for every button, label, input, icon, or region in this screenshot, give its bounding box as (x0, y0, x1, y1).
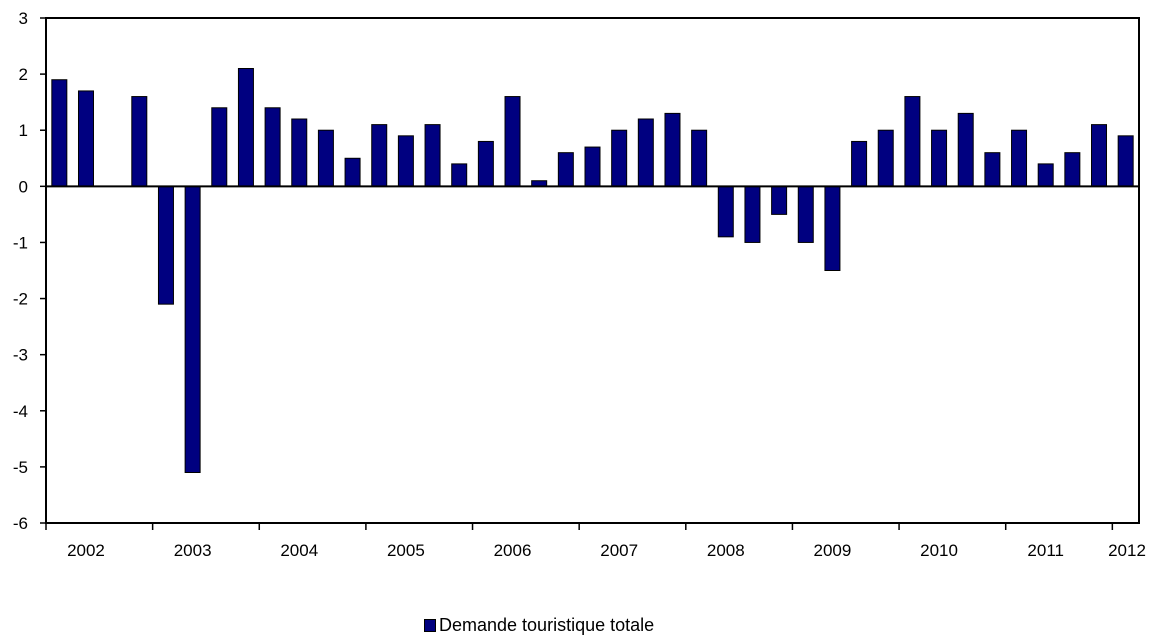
bar (184, 185, 201, 474)
x-tick-label: 2008 (707, 541, 745, 560)
y-tick-label: -6 (13, 514, 28, 533)
x-tick-label: 2011 (1027, 541, 1064, 560)
y-axis: 3 2 1 0 -1 -2 -3 -4 -5 -6 (13, 9, 46, 533)
x-tick-label: 2005 (387, 541, 425, 560)
bar (344, 157, 361, 187)
x-tick-label: 2002 (67, 541, 105, 560)
bar (584, 146, 601, 187)
bar (611, 129, 628, 187)
bar (824, 185, 841, 271)
bar (131, 96, 148, 187)
y-tick-label: -1 (13, 233, 28, 252)
bar (1037, 163, 1054, 187)
bar (264, 107, 281, 187)
bar (877, 129, 894, 187)
legend: Demande touristique totale (424, 615, 654, 635)
y-tick-label: -5 (13, 458, 28, 477)
bar (557, 152, 574, 187)
x-tick-label: 2012 (1108, 541, 1146, 560)
bar (504, 96, 521, 187)
bar (904, 96, 921, 187)
bar (424, 124, 441, 187)
y-tick-label: -3 (13, 346, 28, 365)
bar (664, 112, 681, 187)
bar (211, 107, 228, 187)
bar (851, 140, 868, 187)
bar (477, 140, 494, 187)
bar (957, 112, 974, 187)
bar (744, 185, 761, 243)
bar (771, 185, 788, 215)
y-tick-label: 0 (19, 177, 28, 196)
bar (397, 135, 414, 187)
y-tick-label: -4 (13, 402, 28, 421)
x-tick-label: 2004 (280, 541, 318, 560)
bar (51, 79, 68, 187)
y-tick-label: 1 (19, 121, 28, 140)
bar (1011, 129, 1028, 187)
bar (157, 185, 174, 305)
y-tick-label: -2 (13, 290, 28, 309)
x-tick-label: 2003 (174, 541, 212, 560)
bar (797, 185, 814, 243)
x-tick-label: 2010 (920, 541, 958, 560)
bar (291, 118, 308, 187)
legend-swatch (424, 618, 436, 632)
x-tick-label: 2006 (494, 541, 532, 560)
bar (717, 185, 734, 238)
bars-layer (51, 68, 1134, 474)
x-tick-label: 2007 (600, 541, 638, 560)
bar (1117, 135, 1134, 187)
bar (317, 129, 334, 187)
bar (637, 118, 654, 187)
bar (1064, 152, 1081, 187)
bar (77, 90, 94, 187)
y-tick-label: 2 (19, 65, 28, 84)
bar (1091, 124, 1108, 187)
x-tick-label: 2009 (814, 541, 852, 560)
bar (691, 129, 708, 187)
bar (984, 152, 1001, 187)
bar (371, 124, 388, 187)
plot-area-frame (45, 17, 1140, 524)
bar (931, 129, 948, 187)
y-tick-label: 3 (19, 9, 28, 28)
legend-label: Demande touristique totale (439, 615, 655, 635)
bar (237, 68, 254, 187)
x-axis: 2002 2003 2004 2005 2006 2007 2008 2009 2010 2011… (45, 523, 1146, 560)
bar (451, 163, 468, 187)
